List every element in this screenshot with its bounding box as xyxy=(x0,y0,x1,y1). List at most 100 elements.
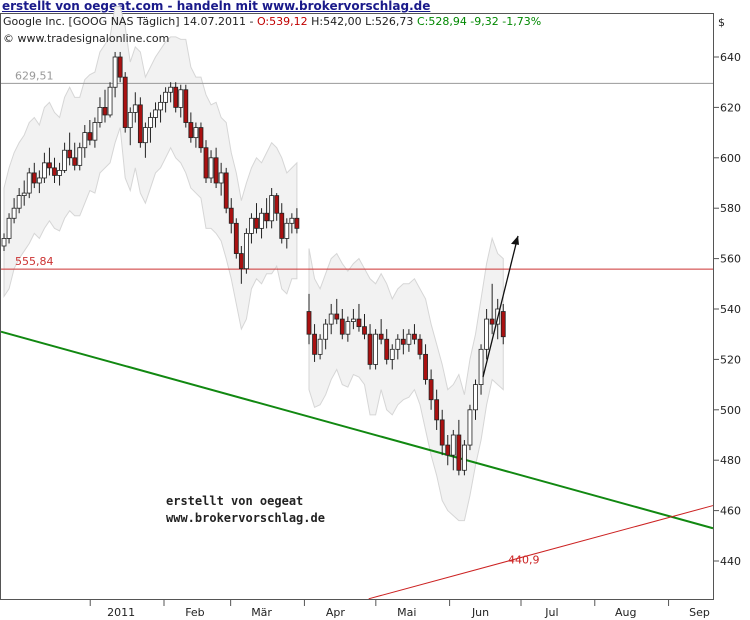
green-trend-line xyxy=(0,330,714,530)
candle-body xyxy=(57,169,62,176)
x-tick-label: Jun xyxy=(471,606,489,619)
y-tick-label: 600 xyxy=(720,152,741,165)
candle-body xyxy=(461,444,467,471)
volatility-band xyxy=(3,6,298,331)
candle-body xyxy=(127,112,133,128)
candle-body xyxy=(378,333,384,340)
close-change-value: C:528,94 -9,32 -1,73% xyxy=(416,15,542,28)
candle-body xyxy=(356,318,362,328)
candle-body xyxy=(259,212,264,229)
candle-body xyxy=(269,195,275,222)
candle-body xyxy=(178,89,184,108)
candle-body xyxy=(254,217,259,229)
candle-body xyxy=(412,333,417,340)
candle-body xyxy=(67,149,73,159)
candle-body xyxy=(42,162,47,179)
candle-body xyxy=(289,217,295,224)
candle-body xyxy=(203,147,209,179)
instrument-header: Google Inc. [GOOG NAS Täglich] 14.07.201… xyxy=(3,15,541,28)
candle-body xyxy=(193,127,199,139)
candle-body xyxy=(97,107,103,123)
candle-body xyxy=(208,157,214,179)
watermark-line-2: www.brokervorschlag.de xyxy=(166,511,325,525)
candle-body xyxy=(6,217,12,239)
candle-body xyxy=(423,353,428,380)
candle-body xyxy=(445,444,451,456)
candle-body xyxy=(77,147,83,166)
horizontal-level-label: 555,84 xyxy=(15,255,54,268)
candle-body xyxy=(274,195,280,214)
x-tick-label: Mär xyxy=(251,606,272,619)
candle-body xyxy=(148,117,153,128)
candle-body xyxy=(350,318,356,322)
candle-body xyxy=(450,434,456,456)
y-tick-label: 560 xyxy=(720,253,741,266)
candle-body xyxy=(158,101,163,111)
candle-body xyxy=(334,313,340,320)
candle-body xyxy=(484,318,490,350)
candle-body xyxy=(153,109,158,118)
candle-body xyxy=(223,172,229,209)
candle-body xyxy=(142,127,148,144)
candle-body xyxy=(137,104,143,144)
candle-body xyxy=(500,311,506,338)
candle-body xyxy=(117,56,123,78)
candle-body xyxy=(122,76,128,128)
candle-body xyxy=(467,409,473,446)
candle-body xyxy=(168,86,174,93)
candle-body xyxy=(367,333,373,365)
candle-body xyxy=(62,149,67,171)
x-tick-label: Apr xyxy=(326,606,346,619)
candle-body xyxy=(345,321,351,335)
chart-frame xyxy=(0,13,714,600)
candle-body xyxy=(395,338,401,350)
high-low-values: H:542,00 L:526,73 xyxy=(311,15,414,28)
candle-body xyxy=(417,338,423,355)
banner-link[interactable]: erstellt von oegeat.com - handeln mit ww… xyxy=(2,0,431,13)
candle-body xyxy=(478,348,484,386)
candle-body xyxy=(163,91,169,103)
x-tick-label: Sep xyxy=(689,606,710,619)
candle-body xyxy=(384,338,390,360)
candle-body xyxy=(284,222,290,239)
candle-body xyxy=(72,157,78,166)
candle-body xyxy=(112,56,118,88)
candle-body xyxy=(92,122,98,141)
candle-body xyxy=(456,434,462,471)
y-tick-label: 460 xyxy=(720,505,741,518)
candle-body xyxy=(21,192,27,197)
candle-body xyxy=(107,86,113,116)
candle-body xyxy=(36,177,42,184)
candle-body xyxy=(323,323,329,340)
candle-body xyxy=(339,318,345,335)
candle-body xyxy=(188,122,194,139)
candle-body xyxy=(16,195,22,209)
candle-body xyxy=(47,162,52,169)
open-value: O:539,12 xyxy=(256,15,308,28)
candle-body xyxy=(279,212,285,239)
candle-body xyxy=(102,107,108,116)
candle-body xyxy=(213,157,219,184)
candle-body xyxy=(52,167,57,176)
candle-body xyxy=(294,217,300,229)
candle-body xyxy=(82,132,88,149)
y-tick-label: 500 xyxy=(720,404,741,417)
y-tick-label: 620 xyxy=(720,101,741,114)
y-tick-label: 520 xyxy=(720,353,741,366)
candle-body xyxy=(317,338,323,355)
y-tick-label: 440 xyxy=(720,555,741,568)
source-credit: © www.tradesignalonline.com xyxy=(3,32,170,45)
candle-body xyxy=(264,212,270,222)
candle-body xyxy=(406,333,412,345)
candle-body xyxy=(183,89,189,123)
candle-body xyxy=(400,338,406,345)
candle-body xyxy=(306,311,312,335)
y-tick-label: 480 xyxy=(720,454,741,467)
watermark-line-1: erstellt von oegeat xyxy=(166,494,304,508)
y-tick-label: 640 xyxy=(720,51,741,64)
candle-body xyxy=(243,232,249,270)
candle-body xyxy=(312,333,317,355)
candle-body xyxy=(173,86,179,108)
candle-body xyxy=(198,127,204,149)
